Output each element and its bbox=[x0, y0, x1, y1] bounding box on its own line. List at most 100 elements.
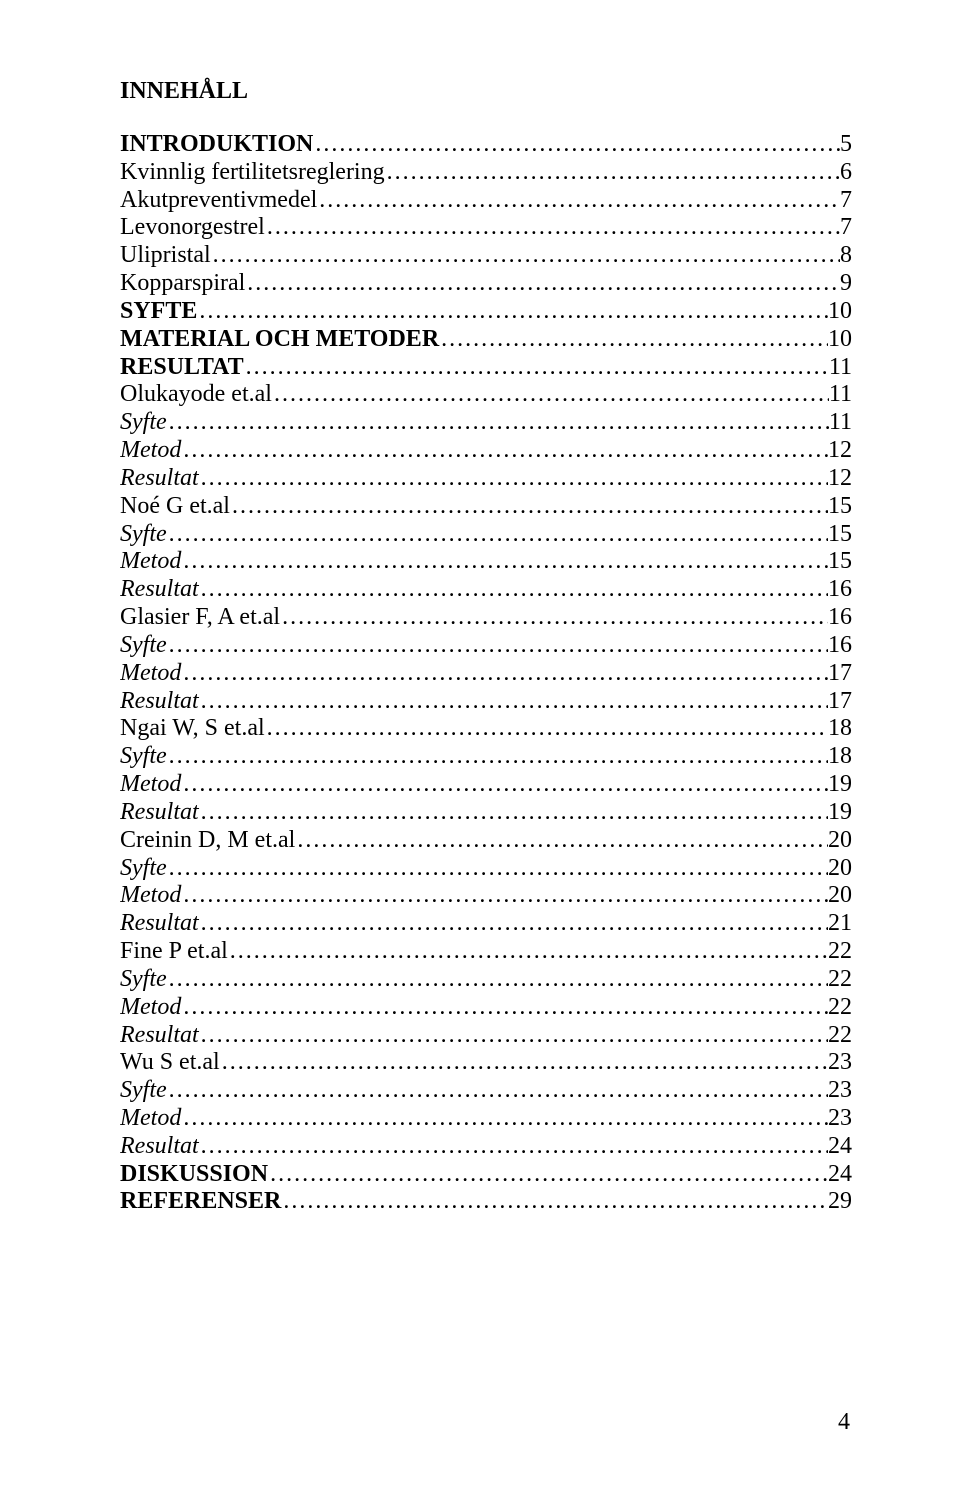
toc-leader bbox=[280, 604, 828, 632]
toc-leader bbox=[167, 966, 828, 994]
toc-entry-label: Syfte bbox=[120, 632, 167, 660]
toc-entry-label: Syfte bbox=[120, 409, 167, 437]
toc-entry-label: Creinin D, M et.al bbox=[120, 827, 295, 855]
toc-entry-label: Fine P et.al bbox=[120, 938, 228, 966]
toc-leader bbox=[199, 799, 828, 827]
toc-row: Noé G et.al 15 bbox=[120, 493, 852, 521]
toc-row: Syfte 18 bbox=[120, 743, 852, 771]
toc-entry-label: Metod bbox=[120, 660, 181, 688]
toc-entry-page: 5 bbox=[840, 131, 852, 159]
toc-entry-page: 18 bbox=[828, 715, 852, 743]
toc-entry-label: Resultat bbox=[120, 1133, 199, 1161]
toc-row: Syfte 16 bbox=[120, 632, 852, 660]
toc-leader bbox=[199, 688, 828, 716]
toc-leader bbox=[268, 1161, 828, 1189]
toc-row: Resultat12 bbox=[120, 465, 852, 493]
toc-row: Fine P et.al22 bbox=[120, 938, 852, 966]
toc-entry-page: 23 bbox=[828, 1105, 852, 1133]
toc-row: Metod 12 bbox=[120, 437, 852, 465]
toc-title: INNEHÅLL bbox=[120, 78, 852, 105]
toc-row: Resultat19 bbox=[120, 799, 852, 827]
toc-leader bbox=[181, 994, 828, 1022]
toc-entry-label: INTRODUKTION bbox=[120, 131, 313, 159]
toc-leader bbox=[167, 632, 828, 660]
toc-row: Olukayode et.al11 bbox=[120, 381, 852, 409]
toc-entry-label: Olukayode et.al bbox=[120, 381, 272, 409]
toc-leader bbox=[167, 1077, 828, 1105]
toc-row: Creinin D, M et.al20 bbox=[120, 827, 852, 855]
toc-row: Syfte15 bbox=[120, 521, 852, 549]
toc-entry-label: Glasier F, A et.al bbox=[120, 604, 280, 632]
toc-row: Ulipristal8 bbox=[120, 242, 852, 270]
toc-leader bbox=[181, 771, 828, 799]
toc-entry-label: Syfte bbox=[120, 855, 167, 883]
toc-entry-page: 11 bbox=[829, 409, 852, 437]
toc-entry-page: 12 bbox=[828, 437, 852, 465]
toc-entry-label: Syfte bbox=[120, 743, 167, 771]
toc-leader bbox=[244, 354, 829, 382]
toc-leader bbox=[167, 743, 828, 771]
toc-row: Metod20 bbox=[120, 882, 852, 910]
toc-entry-page: 22 bbox=[828, 966, 852, 994]
toc-entry-label: Syfte bbox=[120, 521, 167, 549]
toc-leader bbox=[199, 1022, 828, 1050]
toc-entry-page: 16 bbox=[828, 632, 852, 660]
toc-entry-page: 8 bbox=[840, 242, 852, 270]
toc-entry-label: REFERENSER bbox=[120, 1188, 281, 1216]
toc-row: Resultat22 bbox=[120, 1022, 852, 1050]
toc-entry-label: Resultat bbox=[120, 799, 199, 827]
toc-entry-label: Metod bbox=[120, 771, 181, 799]
toc-leader bbox=[167, 521, 828, 549]
toc-row: Ngai W, S et.al 18 bbox=[120, 715, 852, 743]
toc-entry-page: 18 bbox=[828, 743, 852, 771]
toc-row: Metod 19 bbox=[120, 771, 852, 799]
toc-row: Kvinnlig fertilitetsreglering 6 bbox=[120, 159, 852, 187]
toc-row: Syfte23 bbox=[120, 1077, 852, 1105]
toc-leader bbox=[272, 381, 829, 409]
toc-leader bbox=[265, 214, 840, 242]
toc-entry-page: 12 bbox=[828, 465, 852, 493]
toc-entry-label: Resultat bbox=[120, 1022, 199, 1050]
toc-leader bbox=[199, 910, 828, 938]
toc-entry-label: Ngai W, S et.al bbox=[120, 715, 265, 743]
toc-entry-page: 17 bbox=[828, 660, 852, 688]
toc-entry-page: 7 bbox=[840, 187, 852, 215]
toc-row: Syfte20 bbox=[120, 855, 852, 883]
toc-entry-page: 23 bbox=[828, 1077, 852, 1105]
toc-leader bbox=[199, 465, 828, 493]
toc-row: Wu S et.al23 bbox=[120, 1049, 852, 1077]
toc-entry-label: Metod bbox=[120, 437, 181, 465]
toc-leader bbox=[317, 187, 840, 215]
toc-row: Resultat21 bbox=[120, 910, 852, 938]
toc-row: Levonorgestrel7 bbox=[120, 214, 852, 242]
toc-row: Akutpreventivmedel7 bbox=[120, 187, 852, 215]
toc-entry-page: 10 bbox=[828, 298, 852, 326]
toc-entry-page: 11 bbox=[829, 354, 852, 382]
toc-entry-page: 19 bbox=[828, 771, 852, 799]
toc-leader bbox=[167, 409, 829, 437]
table-of-contents: INTRODUKTION5Kvinnlig fertilitetsregleri… bbox=[120, 131, 852, 1216]
toc-row: Metod23 bbox=[120, 1105, 852, 1133]
toc-row: Resultat16 bbox=[120, 576, 852, 604]
toc-entry-page: 15 bbox=[828, 548, 852, 576]
toc-row: Syfte 22 bbox=[120, 966, 852, 994]
toc-entry-page: 15 bbox=[828, 493, 852, 521]
toc-entry-page: 24 bbox=[828, 1133, 852, 1161]
toc-entry-page: 22 bbox=[828, 994, 852, 1022]
toc-leader bbox=[385, 159, 840, 187]
toc-leader bbox=[167, 855, 828, 883]
toc-entry-label: RESULTAT bbox=[120, 354, 244, 382]
toc-row: MATERIAL OCH METODER10 bbox=[120, 326, 852, 354]
toc-row: RESULTAT 11 bbox=[120, 354, 852, 382]
page-number: 4 bbox=[838, 1409, 850, 1436]
toc-entry-page: 10 bbox=[828, 326, 852, 354]
toc-entry-label: Resultat bbox=[120, 688, 199, 716]
toc-entry-label: Kvinnlig fertilitetsreglering bbox=[120, 159, 385, 187]
toc-entry-label: Metod bbox=[120, 994, 181, 1022]
toc-entry-page: 6 bbox=[840, 159, 852, 187]
toc-entry-label: Noé G et.al bbox=[120, 493, 230, 521]
toc-entry-label: Syfte bbox=[120, 966, 167, 994]
toc-row: Resultat 24 bbox=[120, 1133, 852, 1161]
toc-row: DISKUSSION24 bbox=[120, 1161, 852, 1189]
toc-entry-page: 9 bbox=[840, 270, 852, 298]
